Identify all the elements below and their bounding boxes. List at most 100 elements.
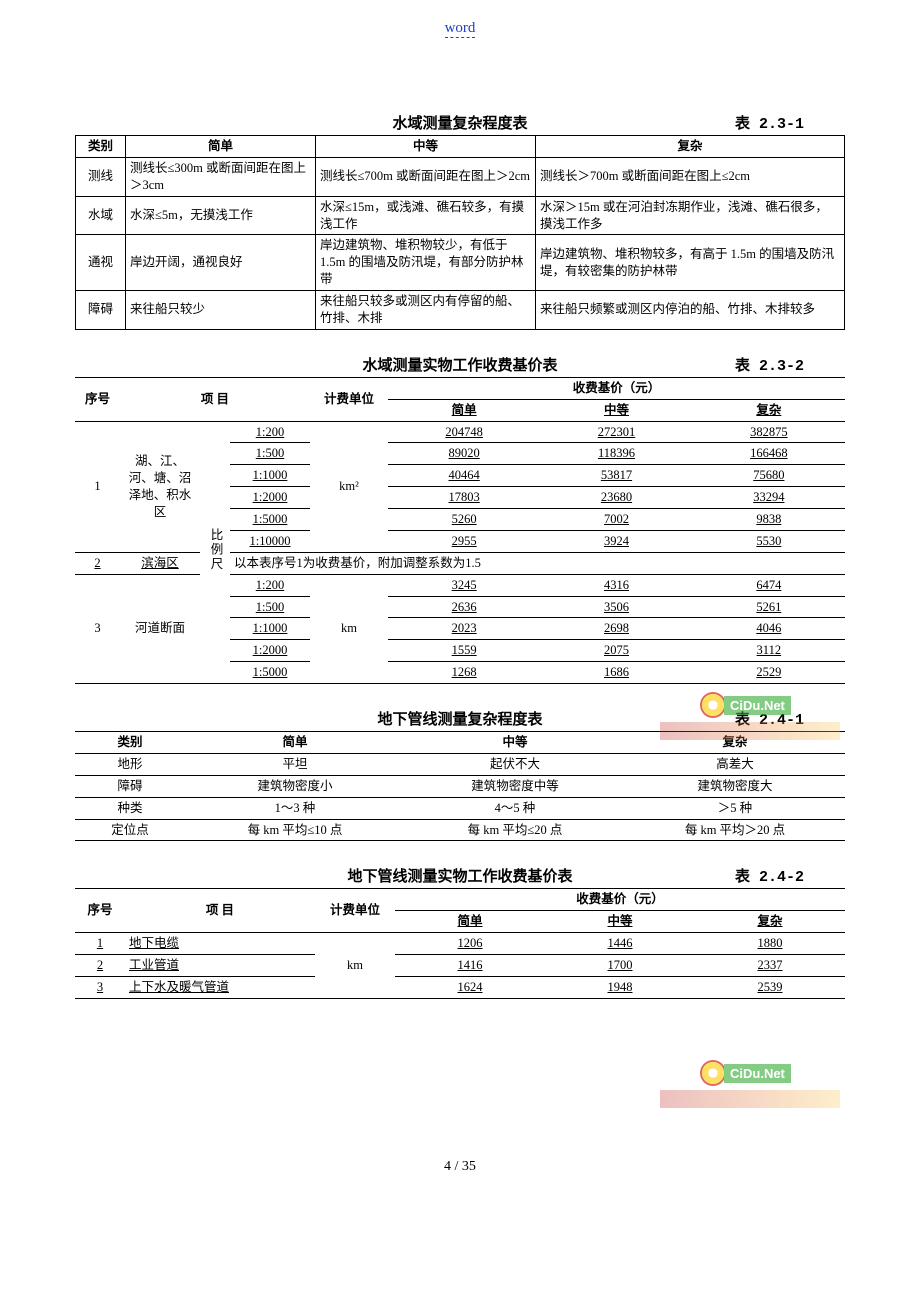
cell-a: 1559 bbox=[388, 640, 540, 662]
col-simple: 简单 bbox=[395, 911, 545, 933]
t232-num: 表 2.3-2 bbox=[735, 354, 845, 375]
t241-title: 地下管线测量复杂程度表 bbox=[185, 708, 735, 729]
cell-name: 湖、江、河、塘、沼泽地、积水区 bbox=[120, 421, 200, 552]
table-row: 地形平坦起伏不大高差大 bbox=[75, 753, 845, 775]
cell-scale: 1:1000 bbox=[230, 618, 310, 640]
cell-cat: 障碍 bbox=[75, 775, 185, 797]
col-simple: 简单 bbox=[126, 136, 316, 158]
cell-cat: 障碍 bbox=[76, 291, 126, 330]
cell-mid: 测线长≤700m 或断面间距在图上＞2cm bbox=[316, 157, 536, 196]
table-241: 类别 简单 中等 复杂 地形平坦起伏不大高差大障碍建筑物密度小建筑物密度中等建筑… bbox=[75, 731, 845, 841]
cell-complex: 岸边建筑物、堆积物较多，有高于 1.5m 的围墙及防汛堤，有较密集的防护林带 bbox=[536, 235, 845, 291]
cell-a: 1206 bbox=[395, 933, 545, 955]
cell-b: 1446 bbox=[545, 933, 695, 955]
t242-title: 地下管线测量实物工作收费基价表 bbox=[185, 865, 735, 886]
cell-c: 5261 bbox=[693, 596, 845, 618]
table-header-row: 序号 项 目 计费单位 收费基价（元） bbox=[75, 889, 845, 911]
cell-a: 1416 bbox=[395, 955, 545, 977]
cell-a: 建筑物密度小 bbox=[185, 775, 405, 797]
cell-b: 起伏不大 bbox=[405, 753, 625, 775]
cell-a: 2023 bbox=[388, 618, 540, 640]
t232-title: 水域测量实物工作收费基价表 bbox=[185, 354, 735, 375]
doc-header: word bbox=[445, 20, 476, 38]
cell-simple: 水深≤5m，无摸浅工作 bbox=[126, 196, 316, 235]
table-231: 类别 简单 中等 复杂 测线测线长≤300m 或断面间距在图上＞3cm测线长≤7… bbox=[75, 135, 845, 330]
t231-title: 水域测量复杂程度表 bbox=[185, 112, 735, 133]
cell-b: 7002 bbox=[540, 509, 692, 531]
table-row: 3上下水及暖气管道162419482539 bbox=[75, 976, 845, 998]
cell-seq: 2 bbox=[75, 552, 120, 574]
cell-b: 1686 bbox=[540, 662, 692, 684]
cell-c: 6474 bbox=[693, 574, 845, 596]
watermark-icon: CiDu.Net bbox=[700, 1060, 840, 1088]
cell-b: 建筑物密度中等 bbox=[405, 775, 625, 797]
cell-simple: 来往船只较少 bbox=[126, 291, 316, 330]
col-unit: 计费单位 bbox=[315, 889, 395, 933]
cell-complex: 测线长＞700m 或断面间距在图上≤2cm bbox=[536, 157, 845, 196]
cell-b: 118396 bbox=[540, 443, 692, 465]
table-header-row: 序号 项 目 计费单位 收费基价（元） bbox=[75, 377, 845, 399]
col-category: 类别 bbox=[76, 136, 126, 158]
cell-mid: 水深≤15m，或浅滩、礁石较多，有摸浅工作 bbox=[316, 196, 536, 235]
cell-scale: 1:2000 bbox=[230, 487, 310, 509]
cell-scale: 1:200 bbox=[230, 421, 310, 443]
cell-b: 2698 bbox=[540, 618, 692, 640]
cell-c: 2337 bbox=[695, 955, 845, 977]
cell-a: 2636 bbox=[388, 596, 540, 618]
col-seq: 序号 bbox=[75, 889, 125, 933]
col-mid: 中等 bbox=[540, 399, 692, 421]
cell-a: 平坦 bbox=[185, 753, 405, 775]
t242-title-row: 地下管线测量实物工作收费基价表 表 2.4-2 bbox=[75, 865, 845, 886]
cell-a: 89020 bbox=[388, 443, 540, 465]
cell-b: 23680 bbox=[540, 487, 692, 509]
cell-scale: 1:500 bbox=[230, 596, 310, 618]
cell-b: 1948 bbox=[545, 976, 695, 998]
cell-a: 17803 bbox=[388, 487, 540, 509]
cell-scale-label: 比例尺 bbox=[200, 421, 230, 684]
cell-a: 204748 bbox=[388, 421, 540, 443]
cell-seq: 3 bbox=[75, 574, 120, 683]
cell-seq: 1 bbox=[75, 421, 120, 552]
cell-name: 工业管道 bbox=[125, 955, 315, 977]
cell-c: 9838 bbox=[693, 509, 845, 531]
cell-c: 每 km 平均＞20 点 bbox=[625, 819, 845, 841]
cell-a: 3245 bbox=[388, 574, 540, 596]
col-mid: 中等 bbox=[545, 911, 695, 933]
table-row: 水域水深≤5m，无摸浅工作水深≤15m，或浅滩、礁石较多，有摸浅工作水深＞15m… bbox=[76, 196, 845, 235]
cell-scale: 1:200 bbox=[230, 574, 310, 596]
cell-scale: 1:5000 bbox=[230, 509, 310, 531]
cell-b: 53817 bbox=[540, 465, 692, 487]
col-pricegroup: 收费基价（元） bbox=[388, 377, 845, 399]
cell-c: 2539 bbox=[695, 976, 845, 998]
table-row: 1湖、江、河、塘、沼泽地、积水区比例尺1:200km²2047482723013… bbox=[75, 421, 845, 443]
col-pricegroup: 收费基价（元） bbox=[395, 889, 845, 911]
cell-b: 每 km 平均≤20 点 bbox=[405, 819, 625, 841]
t241-title-row: 地下管线测量复杂程度表 表 2.4-1 bbox=[75, 708, 845, 729]
cell-scale: 1:2000 bbox=[230, 640, 310, 662]
table-header-row: 类别 简单 中等 复杂 bbox=[75, 732, 845, 754]
cell-scale: 1:5000 bbox=[230, 662, 310, 684]
cell-name: 河道断面 bbox=[120, 574, 200, 683]
cell-c: 166468 bbox=[693, 443, 845, 465]
watermark-text: CiDu.Net bbox=[724, 1064, 791, 1083]
cell-mid: 岸边建筑物、堆积物较少，有低于 1.5m 的围墙及防汛堤，有部分防护林带 bbox=[316, 235, 536, 291]
cell-cat: 测线 bbox=[76, 157, 126, 196]
col-simple: 简单 bbox=[185, 732, 405, 754]
cell-note: 以本表序号1为收费基价，附加调整系数为1.5 bbox=[230, 552, 845, 574]
cell-b: 272301 bbox=[540, 421, 692, 443]
cell-cat: 水域 bbox=[76, 196, 126, 235]
cell-c: 75680 bbox=[693, 465, 845, 487]
table-row: 定位点每 km 平均≤10 点每 km 平均≤20 点每 km 平均＞20 点 bbox=[75, 819, 845, 841]
cell-c: 3112 bbox=[693, 640, 845, 662]
col-category: 类别 bbox=[75, 732, 185, 754]
cell-cat: 定位点 bbox=[75, 819, 185, 841]
table-row: 种类1～3 种4～5 种＞5 种 bbox=[75, 797, 845, 819]
table-row: 障碍来往船只较少来往船只较多或测区内有停留的船、竹排、木排来往船只频繁或测区内停… bbox=[76, 291, 845, 330]
col-complex: 复杂 bbox=[536, 136, 845, 158]
t231-num: 表 2.3-1 bbox=[735, 112, 845, 133]
cell-cat: 地形 bbox=[75, 753, 185, 775]
cell-c: 4046 bbox=[693, 618, 845, 640]
cell-name: 地下电缆 bbox=[125, 933, 315, 955]
cell-c: 5530 bbox=[693, 530, 845, 552]
cell-c: 高差大 bbox=[625, 753, 845, 775]
